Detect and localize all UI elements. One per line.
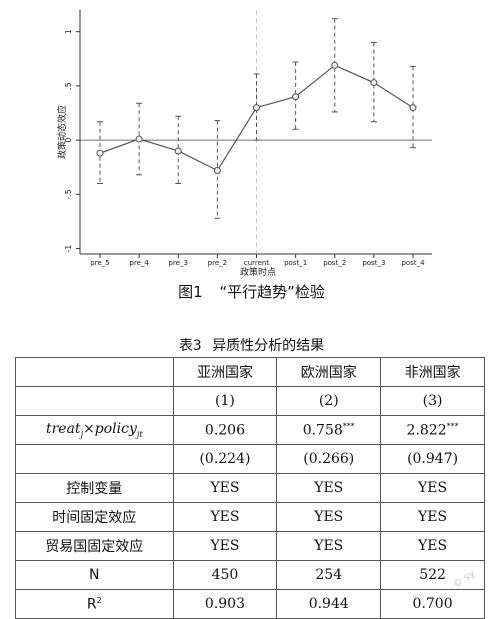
table-cell: 450 bbox=[172, 560, 278, 590]
y-tick-label: 0 bbox=[64, 138, 73, 143]
estimate-point bbox=[370, 79, 378, 87]
x-tick-label: pre_5 bbox=[90, 259, 109, 267]
table-number: 表3 bbox=[178, 338, 202, 354]
x-tick-label: post_4 bbox=[401, 259, 425, 267]
x-tick-label: pre_2 bbox=[208, 259, 227, 267]
figure-number: 图1 bbox=[178, 283, 203, 301]
header-cell-africa: 非洲国家 bbox=[380, 357, 485, 387]
table-cell: YES bbox=[276, 473, 382, 503]
x-tick-label: post_3 bbox=[362, 259, 385, 267]
standard-error-cell: (0.224) bbox=[172, 444, 278, 474]
coefficient-row: treatj×policyjt 0.206 0.758*** 2.822*** bbox=[15, 415, 485, 445]
table-cell: YES bbox=[276, 531, 382, 561]
x-tick-label: post_2 bbox=[323, 259, 346, 267]
x-tick-label: current bbox=[244, 259, 270, 267]
r-squared-label: R2 bbox=[15, 589, 174, 619]
table-cell: YES bbox=[172, 531, 278, 561]
table-cell: YES bbox=[380, 502, 485, 532]
header-cell-asia: 亚洲国家 bbox=[172, 357, 278, 387]
r-squared-row: R2 0.903 0.944 0.700 bbox=[15, 589, 485, 619]
estimate-point bbox=[96, 149, 104, 157]
x-tick-label: pre_3 bbox=[169, 259, 188, 267]
header-cell-empty bbox=[15, 357, 174, 387]
estimate-point bbox=[135, 135, 143, 143]
y-tick-label: -.5 bbox=[64, 189, 73, 200]
standard-error-label bbox=[15, 444, 174, 474]
column-number-cell: (2) bbox=[276, 386, 382, 416]
coefficient-cell: 2.822*** bbox=[380, 415, 485, 445]
estimate-point bbox=[409, 104, 417, 112]
table-cell: YES bbox=[172, 473, 278, 503]
estimate-point bbox=[292, 93, 300, 101]
y-tick-label: .5 bbox=[64, 82, 73, 90]
regression-table: 亚洲国家 欧洲国家 非洲国家 (1) (2) (3) treatj×policy… bbox=[15, 357, 485, 619]
r-squared-cell: 0.903 bbox=[172, 589, 278, 619]
r-squared-cell: 0.700 bbox=[380, 589, 485, 619]
header-cell-europe: 欧洲国家 bbox=[276, 357, 382, 387]
table-cell: YES bbox=[276, 502, 382, 532]
x-axis-title: 政策时点 bbox=[240, 266, 276, 278]
figure-caption: 图1 “平行趋势”检验 bbox=[0, 281, 503, 302]
table-header-row: 亚洲国家 欧洲国家 非洲国家 bbox=[15, 357, 485, 387]
table-row: 贸易国固定效应 YES YES YES bbox=[15, 531, 485, 561]
standard-error-row: (0.224) (0.266) (0.947) bbox=[15, 444, 485, 474]
y-tick-label: 1 bbox=[64, 29, 73, 34]
y-tick-label: -1 bbox=[64, 245, 73, 253]
standard-error-cell: (0.266) bbox=[276, 444, 382, 474]
estimate-point bbox=[174, 147, 182, 155]
y-axis-title: 政策动态效应 bbox=[56, 105, 68, 159]
row-label: 时间固定效应 bbox=[15, 502, 174, 532]
table-row: N 450 254 522 bbox=[15, 560, 485, 590]
table-cell: YES bbox=[380, 473, 485, 503]
table-row: 控制变量 YES YES YES bbox=[15, 473, 485, 503]
coefficient-cell: 0.206 bbox=[172, 415, 278, 445]
table-title: 表3 异质性分析的结果 bbox=[0, 335, 503, 355]
r-squared-cell: 0.944 bbox=[276, 589, 382, 619]
row-label: 控制变量 bbox=[15, 473, 174, 503]
row-label: N bbox=[15, 560, 174, 590]
table-cell: YES bbox=[172, 502, 278, 532]
x-tick-label: post_1 bbox=[284, 259, 307, 267]
x-tick-label: pre_4 bbox=[129, 259, 149, 267]
coefficient-cell: 0.758*** bbox=[276, 415, 382, 445]
estimate-point bbox=[213, 166, 221, 174]
table-cell: YES bbox=[380, 531, 485, 561]
standard-error-cell: (0.947) bbox=[380, 444, 485, 474]
table-row: 时间固定效应 YES YES YES bbox=[15, 502, 485, 532]
table-cell: 522 bbox=[380, 560, 485, 590]
column-number-cell: (3) bbox=[380, 386, 485, 416]
figure-title: “平行趋势”检验 bbox=[219, 283, 325, 301]
event-study-chart: -1 -.5 0 .5 1 pre_5 pre_4 pre_3 pre_2 current post… bbox=[56, 10, 432, 278]
column-number-row: (1) (2) (3) bbox=[15, 386, 485, 416]
estimate-point bbox=[331, 61, 339, 69]
table-title-text: 异质性分析的结果 bbox=[212, 338, 325, 354]
column-number-cell: (1) bbox=[172, 386, 278, 416]
estimate-point bbox=[253, 104, 260, 112]
column-number-label bbox=[15, 386, 174, 416]
interaction-variable-label: treatj×policyjt bbox=[15, 415, 174, 445]
table-cell: 254 bbox=[276, 560, 382, 590]
row-label: 贸易国固定效应 bbox=[15, 531, 174, 561]
